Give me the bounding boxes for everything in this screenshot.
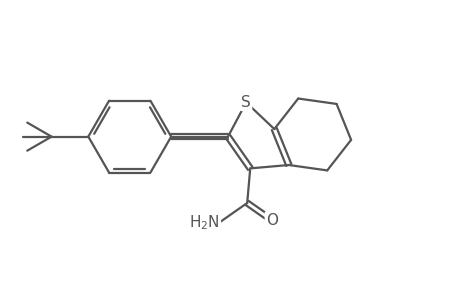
Text: S: S	[241, 95, 251, 110]
Text: O: O	[265, 213, 277, 228]
Text: H$_2$N: H$_2$N	[189, 213, 219, 232]
